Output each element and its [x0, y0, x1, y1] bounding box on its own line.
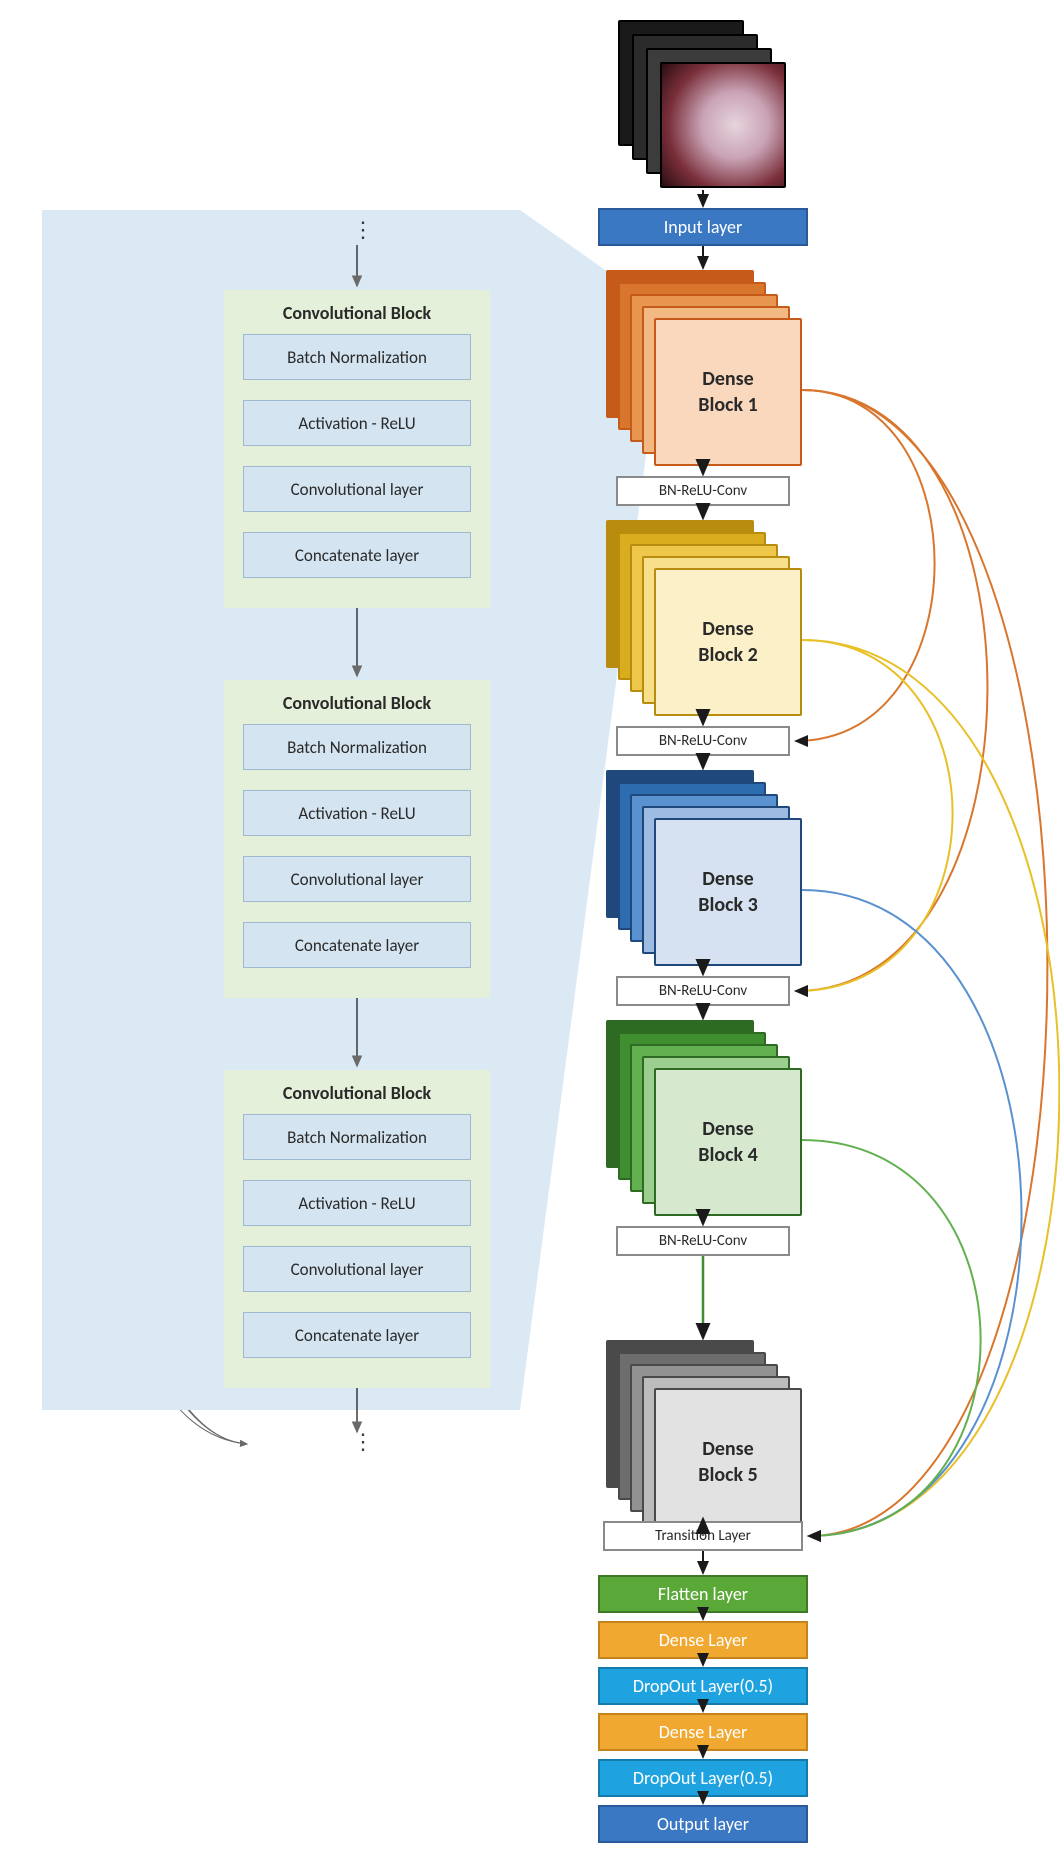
conv-layer: Concatenate layer — [243, 532, 471, 578]
bn-relu-conv-box: BN-ReLU-Conv — [616, 1226, 790, 1256]
conv-block-1: Convolutional BlockBatch Normalization Ac… — [224, 290, 490, 608]
dense-card: Dense Block 3 — [654, 818, 802, 966]
input-image-stack — [618, 20, 788, 190]
vdots-bottom: ⋮ — [352, 1436, 376, 1447]
transition-layer-box: Transition Layer — [603, 1521, 803, 1551]
bn-relu-conv-box: BN-ReLU-Conv — [616, 726, 790, 756]
dense-card: Dense Block 2 — [654, 568, 802, 716]
vdots-top: ⋮ — [352, 224, 376, 235]
conv-layer: Concatenate layer — [243, 1312, 471, 1358]
tail-layer-box: DropOut Layer(0.5) — [598, 1759, 808, 1797]
pipeline: Input layerDense Block 1Dense Block 2Den… — [548, 0, 1060, 1862]
conv-layer: Activation - ReLU — [243, 790, 471, 836]
bn-relu-conv-box: BN-ReLU-Conv — [616, 976, 790, 1006]
tail-layer-box: Dense Layer — [598, 1621, 808, 1659]
conv-layer: Activation - ReLU — [243, 1180, 471, 1226]
tail-layer-box: Dense Layer — [598, 1713, 808, 1751]
conv-layer: Batch Normalization — [243, 724, 471, 770]
diagram-canvas: ⋮Convolutional BlockBatch NormalizationA… — [0, 0, 1060, 1862]
dense-block-stack-1: Dense Block 1 — [606, 270, 816, 460]
conv-layer: Batch Normalization — [243, 334, 471, 380]
input-image-front — [660, 62, 786, 188]
dense-card: Dense Block 4 — [654, 1068, 802, 1216]
conv-layer: Convolutional layer — [243, 466, 471, 512]
conv-block-3: Convolutional BlockBatch Normalization Ac… — [224, 1070, 490, 1388]
bn-relu-conv-box: BN-ReLU-Conv — [616, 476, 790, 506]
conv-block-title: Convolutional Block — [224, 680, 490, 724]
dense-block-stack-4: Dense Block 4 — [606, 1020, 816, 1210]
dense-card: Dense Block 1 — [654, 318, 802, 466]
conv-layer: Convolutional layer — [243, 856, 471, 902]
tail-layer-box: Output layer — [598, 1805, 808, 1843]
conv-layer: Activation - ReLU — [243, 400, 471, 446]
dense-block-stack-5: Dense Block 5 — [606, 1340, 816, 1530]
tail-layer-box: Flatten layer — [598, 1575, 808, 1613]
conv-block-title: Convolutional Block — [224, 290, 490, 334]
input-layer-box: Input layer — [598, 208, 808, 246]
dense-block-stack-2: Dense Block 2 — [606, 520, 816, 710]
conv-layer: Concatenate layer — [243, 922, 471, 968]
conv-block-2: Convolutional BlockBatch Normalization Ac… — [224, 680, 490, 998]
tail-layer-box: DropOut Layer(0.5) — [598, 1667, 808, 1705]
dense-block-stack-3: Dense Block 3 — [606, 770, 816, 960]
conv-block-title: Convolutional Block — [224, 1070, 490, 1114]
detail-panel: ⋮Convolutional BlockBatch NormalizationA… — [42, 210, 520, 1410]
dense-card: Dense Block 5 — [654, 1388, 802, 1536]
conv-layer: Convolutional layer — [243, 1246, 471, 1292]
conv-layer: Batch Normalization — [243, 1114, 471, 1160]
